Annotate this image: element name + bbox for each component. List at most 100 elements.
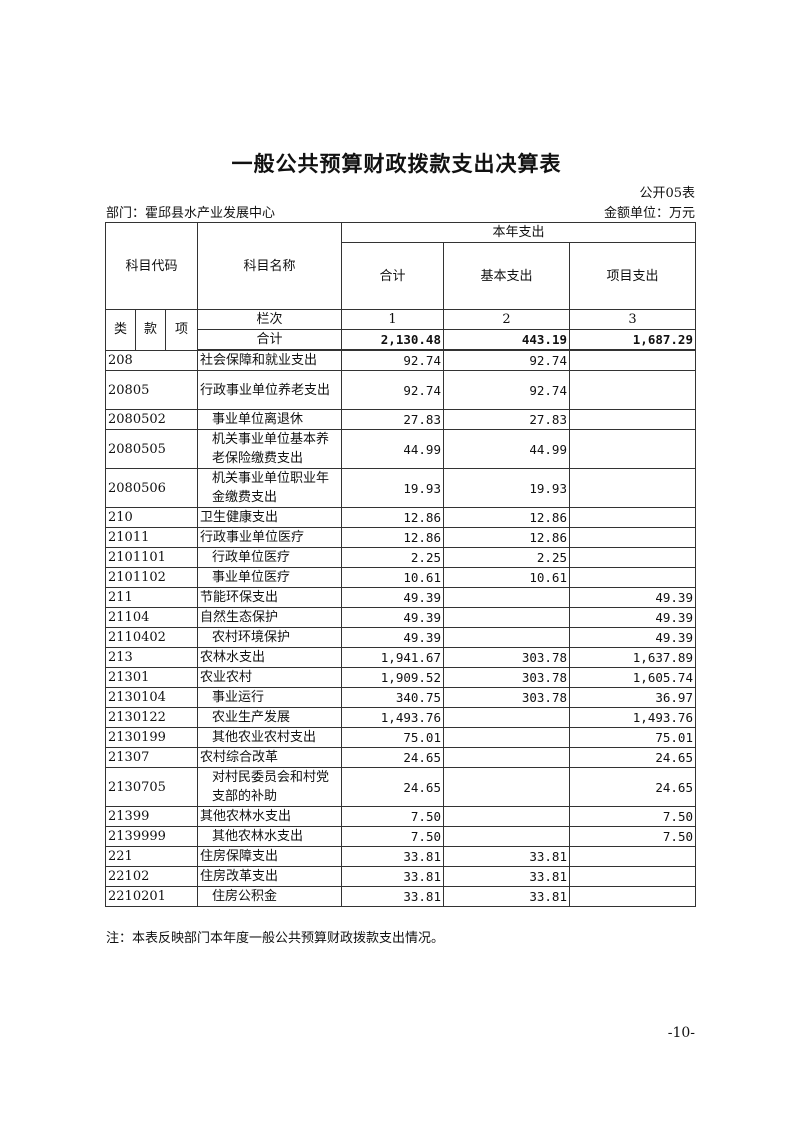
row-basic — [443, 806, 570, 827]
row-project — [569, 866, 696, 887]
table-row: 221 住房保障支出 33.81 33.81 — [105, 846, 696, 867]
row-total: 7.50 — [341, 826, 444, 847]
table-row: 2130199 其他农业农村支出 75.01 75.01 — [105, 727, 696, 748]
row-project — [569, 349, 696, 371]
row-basic: 303.78 — [443, 687, 570, 708]
row-code: 21307 — [105, 747, 198, 768]
row-basic: 10.61 — [443, 567, 570, 588]
form-code: 公开05表 — [639, 186, 695, 201]
row-total: 10.61 — [341, 567, 444, 588]
table-row: 2130104 事业运行 340.75 303.78 36.97 — [105, 687, 696, 708]
row-total: 44.99 — [341, 429, 444, 469]
row-basic: 92.74 — [443, 349, 570, 371]
table-row: 2080506 机关事业单位职业年金缴费支出 19.93 19.93 — [105, 468, 696, 508]
row-code: 2130104 — [105, 687, 198, 708]
table-row: 2139999 其他农林水支出 7.50 7.50 — [105, 826, 696, 847]
header-project: 项目支出 — [569, 242, 696, 310]
row-project: 24.65 — [569, 747, 696, 768]
department-label: 部门：霍邱县水产业发展中心 — [106, 206, 276, 221]
row-basic: 19.93 — [443, 468, 570, 508]
row-total: 49.39 — [341, 607, 444, 628]
row-project — [569, 468, 696, 508]
row-project: 24.65 — [569, 767, 696, 807]
row-name: 农业农村 — [197, 667, 342, 688]
table-row: 21399 其他农林水支出 7.50 7.50 — [105, 806, 696, 827]
row-basic — [443, 607, 570, 628]
grand-total-project: 1,687.29 — [569, 329, 696, 351]
row-name: 农业生产发展 — [197, 707, 342, 728]
header-column-no: 栏次 — [197, 309, 342, 330]
row-code: 210 — [105, 507, 198, 528]
table-row: 21307 农村综合改革 24.65 24.65 — [105, 747, 696, 768]
col-no-3: 3 — [569, 309, 696, 330]
row-project — [569, 886, 696, 907]
row-basic — [443, 826, 570, 847]
row-name: 行政事业单位医疗 — [197, 527, 342, 548]
grand-total-total: 2,130.48 — [341, 329, 444, 351]
table-row: 2210201 住房公积金 33.81 33.81 — [105, 886, 696, 907]
row-code: 2139999 — [105, 826, 198, 847]
row-project — [569, 409, 696, 430]
table-row: 2101102 事业单位医疗 10.61 10.61 — [105, 567, 696, 588]
row-name: 行政事业单位养老支出 — [197, 370, 342, 410]
table-row: 2130122 农业生产发展 1,493.76 1,493.76 — [105, 707, 696, 728]
row-name: 自然生态保护 — [197, 607, 342, 628]
row-project: 49.39 — [569, 607, 696, 628]
row-code: 211 — [105, 587, 198, 608]
row-total: 1,909.52 — [341, 667, 444, 688]
table-row: 21301 农业农村 1,909.52 303.78 1,605.74 — [105, 667, 696, 688]
row-name: 其他农业农村支出 — [197, 727, 342, 748]
table-row: 211 节能环保支出 49.39 49.39 — [105, 587, 696, 608]
page-number: -10- — [667, 1025, 695, 1041]
row-total: 19.93 — [341, 468, 444, 508]
row-code: 2080505 — [105, 429, 198, 469]
row-total: 1,493.76 — [341, 707, 444, 728]
row-total: 49.39 — [341, 587, 444, 608]
row-project: 7.50 — [569, 826, 696, 847]
table-row: 2080505 机关事业单位基本养老保险缴费支出 44.99 44.99 — [105, 429, 696, 469]
row-name: 社会保障和就业支出 — [197, 349, 342, 371]
row-total: 24.65 — [341, 747, 444, 768]
unit-label: 金额单位：万元 — [603, 206, 695, 221]
row-code: 2080502 — [105, 409, 198, 430]
row-code: 21301 — [105, 667, 198, 688]
row-name: 农林水支出 — [197, 647, 342, 668]
row-total: 27.83 — [341, 409, 444, 430]
header-xiang: 项 — [165, 309, 198, 351]
row-name: 机关事业单位基本养老保险缴费支出 — [197, 429, 342, 469]
row-project — [569, 527, 696, 548]
row-total: 340.75 — [341, 687, 444, 708]
row-basic: 33.81 — [443, 846, 570, 867]
row-code: 20805 — [105, 370, 198, 410]
row-basic: 2.25 — [443, 547, 570, 568]
row-basic — [443, 727, 570, 748]
row-basic: 44.99 — [443, 429, 570, 469]
row-basic: 303.78 — [443, 667, 570, 688]
row-basic: 12.86 — [443, 527, 570, 548]
row-name: 事业运行 — [197, 687, 342, 708]
row-code: 2101102 — [105, 567, 198, 588]
row-basic — [443, 707, 570, 728]
row-code: 2080506 — [105, 468, 198, 508]
row-basic — [443, 747, 570, 768]
row-basic — [443, 587, 570, 608]
row-total: 92.74 — [341, 370, 444, 410]
row-code: 213 — [105, 647, 198, 668]
table-row: 2101101 行政单位医疗 2.25 2.25 — [105, 547, 696, 568]
header-current-year: 本年支出 — [341, 222, 696, 243]
table-row: 210 卫生健康支出 12.86 12.86 — [105, 507, 696, 528]
row-project: 7.50 — [569, 806, 696, 827]
row-code: 21011 — [105, 527, 198, 548]
row-project: 1,637.89 — [569, 647, 696, 668]
row-code: 22102 — [105, 866, 198, 887]
table-row: 208 社会保障和就业支出 92.74 92.74 — [105, 349, 696, 371]
row-basic: 27.83 — [443, 409, 570, 430]
table-row: 21104 自然生态保护 49.39 49.39 — [105, 607, 696, 628]
table-row: 2130705 对村民委员会和村党支部的补助 24.65 24.65 — [105, 767, 696, 807]
header-kuan: 款 — [135, 309, 166, 351]
row-project — [569, 547, 696, 568]
row-name: 节能环保支出 — [197, 587, 342, 608]
row-project — [569, 846, 696, 867]
row-code: 2130199 — [105, 727, 198, 748]
